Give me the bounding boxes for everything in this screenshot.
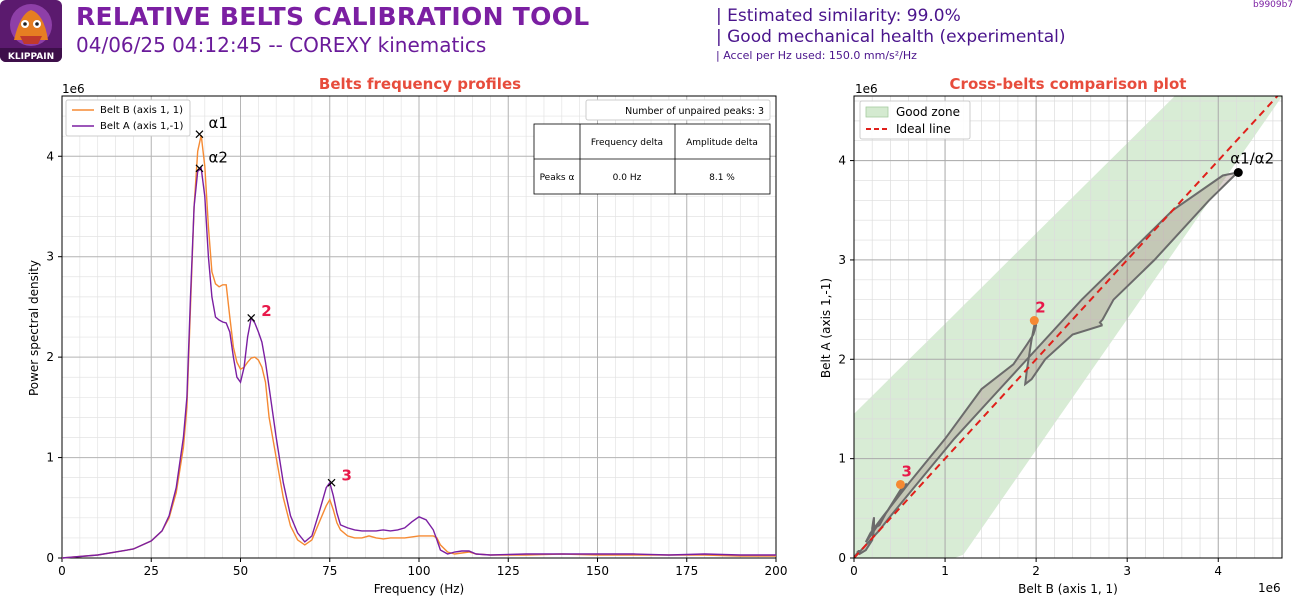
klippain-logo: KLIPPAIN — [0, 0, 62, 62]
page-subtitle: 04/06/25 04:12:45 -- COREXY kinematics — [76, 33, 487, 57]
y-tick-label: 3 — [838, 253, 846, 267]
comparison-point — [1029, 316, 1039, 326]
peak-label: α2 — [208, 148, 227, 166]
unpaired-peaks-info: Number of unpaired peaks: 3 — [585, 99, 771, 121]
legend-label-belt-b: Belt B (axis 1, 1) — [100, 105, 183, 116]
x-tick-label: 2 — [1032, 564, 1040, 578]
legend-label-good-zone: Good zone — [896, 105, 960, 119]
y-tick-label: 2 — [838, 352, 846, 366]
y-tick-label: 0 — [46, 551, 54, 565]
chart1-x-ticks: 0 25 50 75 100 125 150 175 200 — [58, 558, 787, 578]
x-tick-label: 150 — [586, 564, 609, 578]
chart2-y-scale: 1e6 — [855, 82, 878, 96]
x-tick-label: 25 — [144, 564, 159, 578]
peak-marker — [247, 314, 256, 322]
x-tick-label: 0 — [850, 564, 858, 578]
unpaired-peaks-text: Number of unpaired peaks: 3 — [625, 106, 764, 117]
chart2-legend: Good zone Ideal line — [859, 100, 971, 140]
accel-text: | Accel per Hz used: 150.0 mm/s²/Hz — [716, 49, 917, 62]
legend-swatch-good-zone — [865, 106, 889, 118]
chart2-frame — [853, 95, 1283, 559]
chart1-xlabel: Frequency (Hz) — [374, 582, 465, 596]
table-amplitude-delta: 8.1 % — [709, 173, 735, 183]
x-tick-label: 4 — [1214, 564, 1222, 578]
point-label: α1/α2 — [1230, 150, 1274, 168]
table-header-frequency: Frequency delta — [591, 138, 663, 148]
legend-label-belt-a: Belt A (axis 1,-1) — [100, 121, 184, 132]
belt-a-series-line — [61, 166, 776, 559]
chart2-x-scale: 1e6 — [1258, 581, 1281, 595]
x-tick-label: 3 — [1123, 564, 1131, 578]
y-tick-label: 0 — [838, 551, 846, 565]
peak-label-unpaired: 2 — [261, 302, 271, 320]
x-tick-label: 125 — [497, 564, 520, 578]
legend-label-ideal-line: Ideal line — [896, 122, 951, 136]
chart1-peaks: α1 α2 2 3 — [195, 114, 352, 487]
table-frequency-delta: 0.0 Hz — [613, 173, 642, 183]
chart2-points: α1/α2 2 3 — [895, 150, 1274, 489]
peak-marker — [195, 130, 204, 139]
comparison-point — [1233, 168, 1243, 178]
y-tick-label: 1 — [838, 452, 846, 466]
frequency-profile-chart: Belts frequency profiles 1e6 0 25 50 75 100 1… — [27, 75, 787, 596]
logo-text: KLIPPAIN — [8, 52, 54, 62]
page-title: RELATIVE BELTS CALIBRATION TOOL — [76, 2, 590, 31]
peaks-table: Frequency delta Amplitude delta Peaks α … — [533, 123, 771, 195]
chart2-title: Cross-belts comparison plot — [950, 75, 1187, 93]
peak-marker — [195, 164, 204, 173]
x-tick-label: 100 — [408, 564, 431, 578]
chart1-title: Belts frequency profiles — [319, 75, 521, 93]
peak-marker — [327, 478, 336, 487]
chart2-x-ticks: 0 1 2 3 4 — [850, 558, 1222, 578]
table-row-label: Peaks α — [540, 173, 575, 183]
y-tick-label: 2 — [46, 350, 54, 364]
chart2-xlabel: Belt B (axis 1, 1) — [1018, 582, 1118, 596]
chart2-y-ticks: 0 1 2 3 4 — [838, 154, 854, 565]
point-label-unpaired: 2 — [1035, 299, 1045, 317]
x-tick-label: 0 — [58, 564, 66, 578]
chart1-legend: Belt B (axis 1, 1) Belt A (axis 1,-1) — [65, 99, 191, 137]
y-tick-label: 4 — [46, 149, 54, 163]
x-tick-label: 75 — [322, 564, 337, 578]
version-text: b9909b7 — [1253, 0, 1294, 10]
x-tick-label: 1 — [941, 564, 949, 578]
comparison-point — [895, 479, 905, 489]
peak-label: α1 — [208, 114, 227, 132]
y-tick-label: 3 — [46, 250, 54, 264]
chart1-y-scale: 1e6 — [62, 82, 85, 96]
ideal-line — [854, 96, 1279, 558]
x-tick-label: 50 — [233, 564, 248, 578]
similarity-text: | Estimated similarity: 99.0% — [716, 6, 961, 26]
point-label-unpaired: 3 — [901, 462, 911, 480]
health-text: | Good mechanical health (experimental) — [716, 27, 1066, 47]
chart2-ylabel: Belt A (axis 1,-1) — [819, 278, 833, 378]
chart1-ylabel: Power spectral density — [27, 260, 41, 396]
x-tick-label: 175 — [675, 564, 698, 578]
x-tick-label: 200 — [765, 564, 788, 578]
table-header-amplitude: Amplitude delta — [686, 138, 758, 148]
y-tick-label: 1 — [46, 451, 54, 465]
y-tick-label: 4 — [838, 154, 846, 168]
cross-belts-chart: Cross-belts comparison plot 1e6 1e6 0 1 2 3… — [819, 75, 1283, 596]
chart1-y-ticks: 0 1 2 3 4 — [46, 149, 62, 565]
peak-label-unpaired: 3 — [342, 467, 352, 485]
